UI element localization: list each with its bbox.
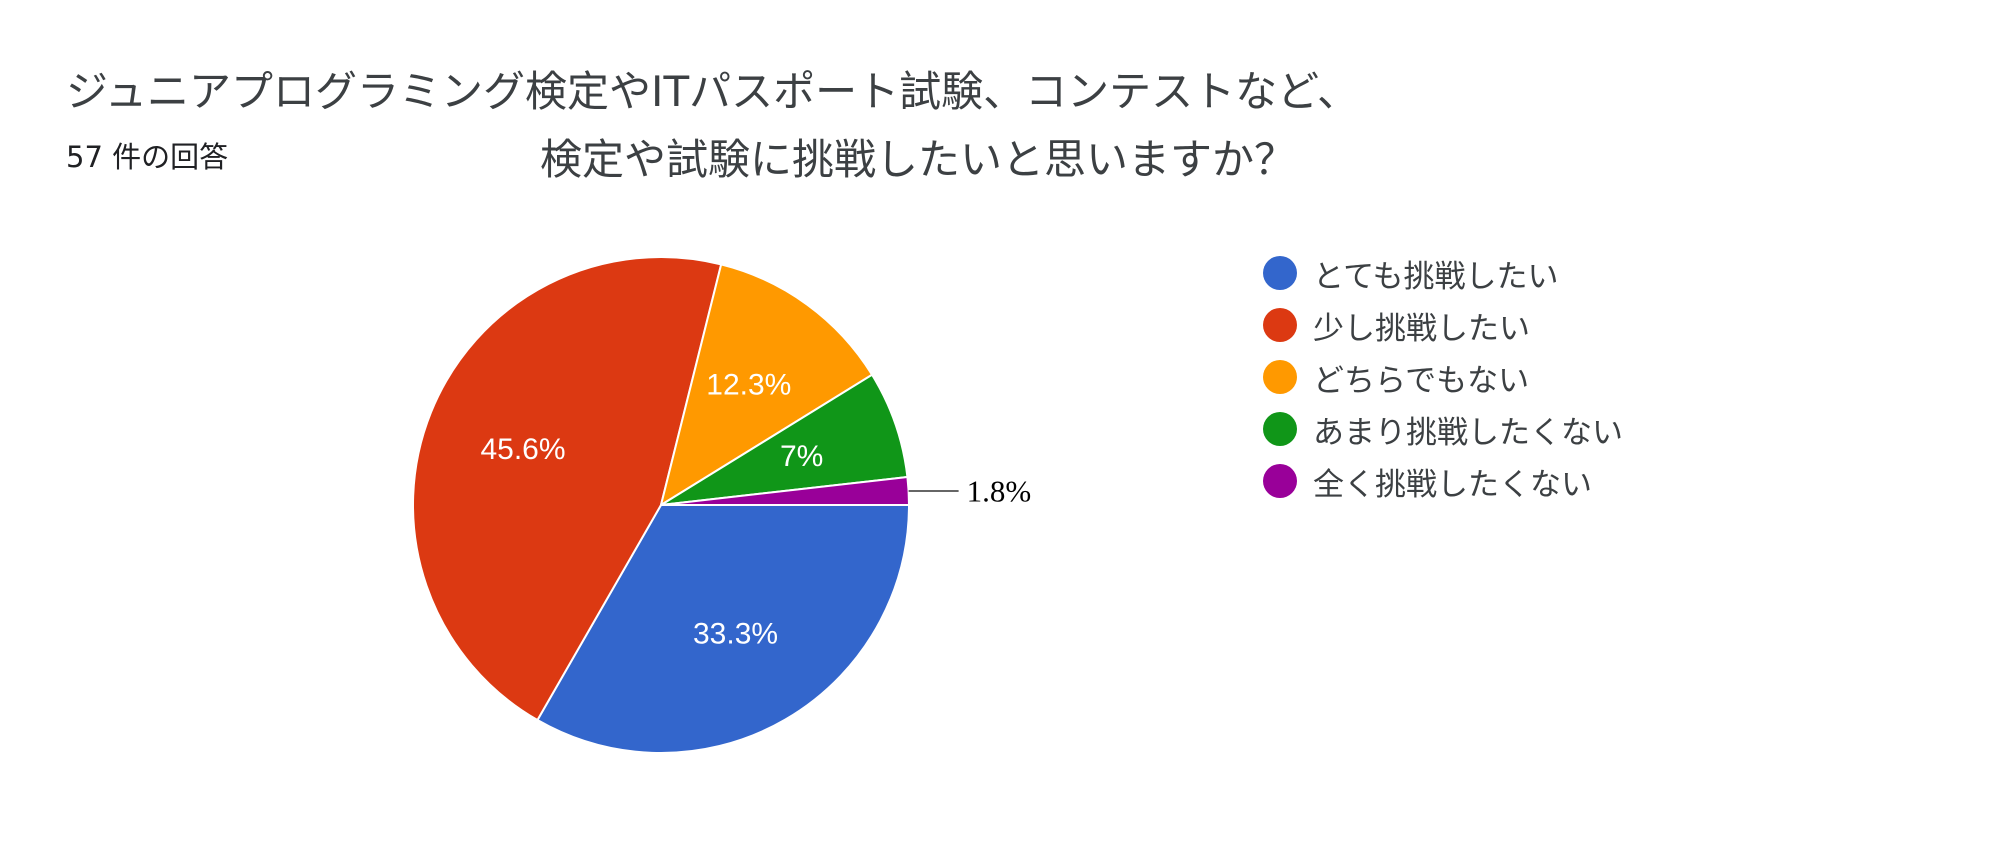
legend-label: 少し挑戦したい xyxy=(1313,310,1530,347)
legend-label: どちらでもない xyxy=(1313,362,1530,399)
pie-slice-2 xyxy=(412,256,723,722)
legend: とても挑戦したい 少し挑戦したい どちらでもないあまり挑戦したくない 全く挑戦したくな… xyxy=(1263,247,1623,507)
pie-slice-1 xyxy=(536,504,911,754)
legend-label: 全く挑戦したくない xyxy=(1313,466,1592,503)
legend-item-5: 全く挑戦したくない xyxy=(1263,455,1623,507)
legend-item-2: 少し挑戦したい xyxy=(1263,299,1623,351)
pie-slice-3 xyxy=(659,263,874,508)
legend-item-1: とても挑戦したい xyxy=(1263,247,1623,299)
legend-swatch xyxy=(1263,256,1297,290)
legend-label: あまり挑戦したくない xyxy=(1313,414,1623,451)
slice-value-label: 33.3% xyxy=(693,617,778,650)
legend-item-4: あまり挑戦したくない xyxy=(1263,403,1623,455)
response-count: 57 件の回答 xyxy=(66,140,229,174)
legend-swatch xyxy=(1263,308,1297,342)
slice-value-label: 45.6% xyxy=(480,433,565,466)
pie-slice-4 xyxy=(660,373,909,506)
legend-label: とても挑戦したい xyxy=(1313,258,1559,295)
legend-swatch xyxy=(1263,412,1297,446)
legend-item-3: どちらでもない xyxy=(1263,351,1623,403)
slice-value-label: 7% xyxy=(780,440,823,473)
slice-value-label: 12.3% xyxy=(706,368,791,401)
slice-value-label-outside: 1.8% xyxy=(967,473,1032,508)
chart-title-line2: 検定や試験に挑戦したいと思いますか？ xyxy=(540,135,1297,184)
legend-swatch xyxy=(1263,464,1297,498)
chart-title-line1: ジュニアプログラミング検定やITパスポート試験、コンテストなど、 xyxy=(66,67,1360,116)
legend-swatch xyxy=(1263,360,1297,394)
